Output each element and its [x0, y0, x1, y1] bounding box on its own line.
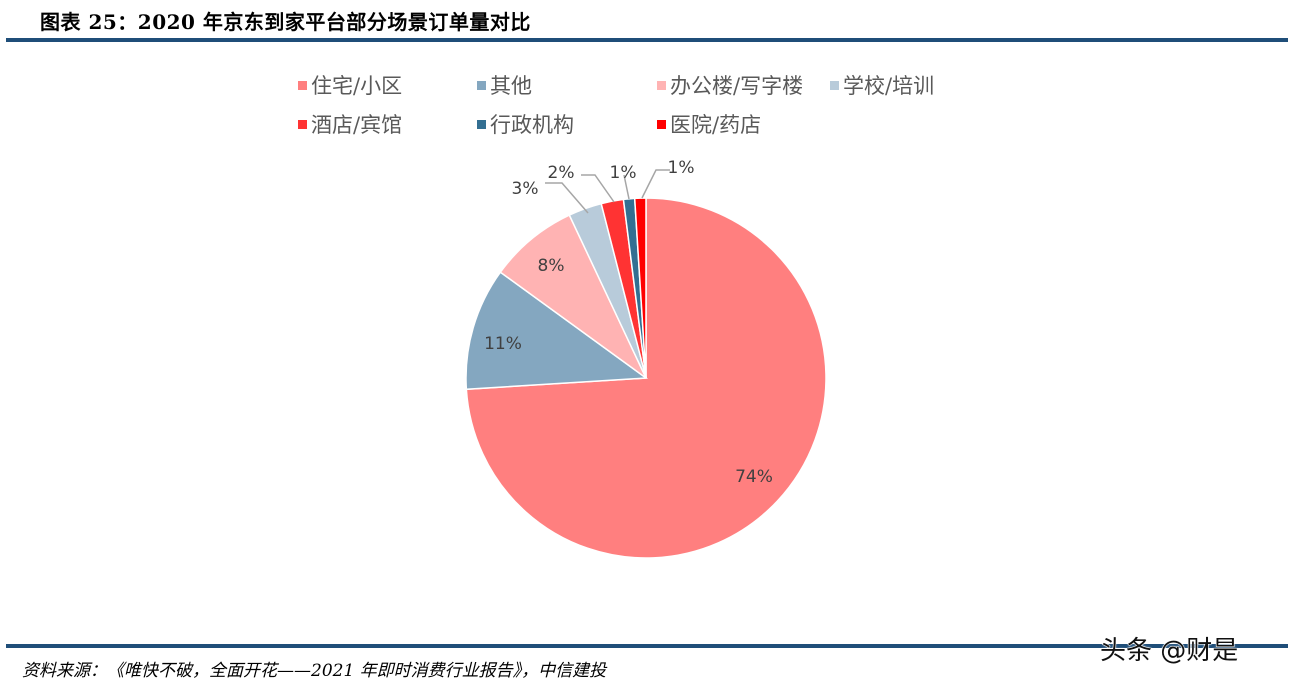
pie-slices: [465, 197, 827, 559]
pie-labels: 74% 11% 8% 3% 2% 1% 1%: [484, 158, 773, 487]
slice-label: 74%: [735, 467, 773, 487]
legend-swatch: [477, 80, 486, 90]
slice-label: 1%: [668, 158, 695, 178]
legend-item-hotel: 酒店/宾馆: [298, 109, 402, 139]
legend-swatch: [657, 80, 666, 90]
slice-label: 11%: [484, 334, 522, 354]
leader-line: [641, 169, 670, 199]
bottom-divider: [6, 644, 1288, 648]
legend-swatch: [657, 119, 666, 129]
slice-hospital: [633, 197, 647, 379]
slice-label: 1%: [610, 163, 637, 183]
slice-label: 8%: [538, 256, 565, 276]
slice-other: [465, 271, 649, 391]
legend-label: 办公楼/写字楼: [670, 74, 804, 98]
watermark: 头条 @财是: [1099, 636, 1239, 667]
legend-label: 行政机构: [490, 113, 574, 137]
legend-swatch: [477, 119, 486, 129]
legend-label: 学校/培训: [843, 74, 935, 98]
legend-item-school: 学校/培训: [830, 70, 934, 100]
top-divider: [6, 38, 1288, 42]
legend-item-hospital: 医院/药店: [657, 109, 761, 139]
legend-item-other: 其他: [477, 70, 532, 100]
source-note: 资料来源：《唯快不破，全面开花——2021 年即时消费行业报告》，中信建投: [22, 661, 607, 681]
slice-label: 2%: [548, 163, 575, 183]
legend-label: 住宅/小区: [311, 74, 403, 98]
legend-swatch: [298, 80, 307, 90]
chart-title: 图表 25：2020 年京东到家平台部分场景订单量对比: [40, 10, 531, 34]
legend-item-residential: 住宅/小区: [298, 70, 402, 100]
slice-label: 3%: [512, 179, 539, 199]
leader-line: [623, 174, 630, 200]
legend-label: 医院/药店: [670, 113, 762, 137]
legend-label: 酒店/宾馆: [311, 113, 403, 137]
legend-item-government: 行政机构: [477, 109, 574, 139]
legend-swatch: [830, 80, 839, 90]
slice-office: [499, 214, 647, 379]
leader-line: [581, 174, 615, 203]
legend-item-office: 办公楼/写字楼: [657, 70, 803, 100]
legend-label: 其他: [490, 74, 532, 98]
legend-swatch: [298, 119, 307, 129]
leader-lines: [545, 169, 670, 214]
leader-line: [545, 182, 589, 214]
